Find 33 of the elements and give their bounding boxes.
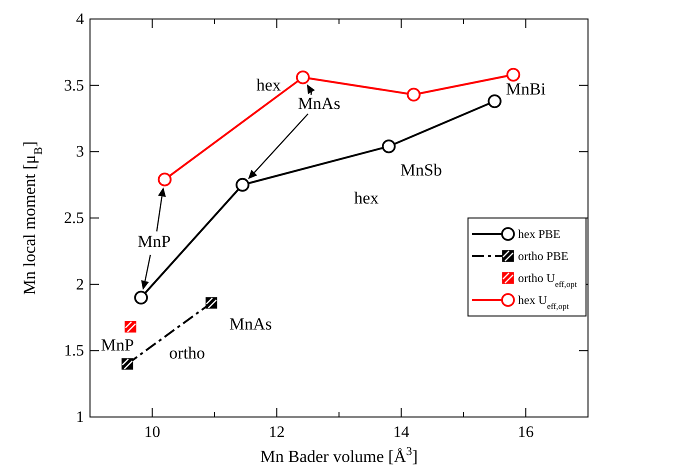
legend-label: hex U$_{eff,opt}$	[518, 293, 570, 310]
legend-label: ortho U$_{eff,opt}$	[518, 271, 578, 288]
annotation: MnP	[138, 232, 171, 252]
y-tick-label: 2.5	[64, 210, 84, 227]
annotation: MnAs	[229, 314, 272, 334]
x-tick-label: 12	[268, 424, 285, 441]
point	[158, 172, 172, 186]
legend-label: ortho PBE	[518, 249, 568, 263]
annotation: MnSb	[400, 160, 442, 180]
x-tick-label: 16	[518, 424, 534, 441]
annotation: MnBi	[506, 80, 546, 99]
point	[134, 290, 148, 304]
legend-label: hex PBE	[518, 227, 560, 241]
point	[236, 178, 250, 192]
x-axis-title: Mn Bader volume [Å$^{3}$]	[260, 444, 418, 466]
annotation: MnAs	[298, 94, 340, 114]
y-tick-label: 3	[76, 144, 84, 161]
x-tick-label: 14	[393, 424, 410, 441]
point	[406, 88, 421, 102]
x-tick-label: 10	[144, 424, 160, 441]
point	[506, 68, 520, 82]
point	[382, 139, 396, 154]
y-tick-label: 2	[76, 276, 84, 294]
annotation: ortho	[169, 344, 206, 363]
y-tick-label: 3.5	[64, 77, 84, 94]
point	[296, 70, 310, 84]
y-tick-label: 1	[76, 409, 84, 426]
y-tick-label: 4	[76, 11, 84, 28]
annotation: MnP	[100, 336, 134, 355]
point	[488, 94, 502, 108]
annotation: hex	[354, 188, 380, 208]
y-tick-label: 1.5	[64, 342, 84, 360]
annotation: hex	[256, 76, 282, 95]
